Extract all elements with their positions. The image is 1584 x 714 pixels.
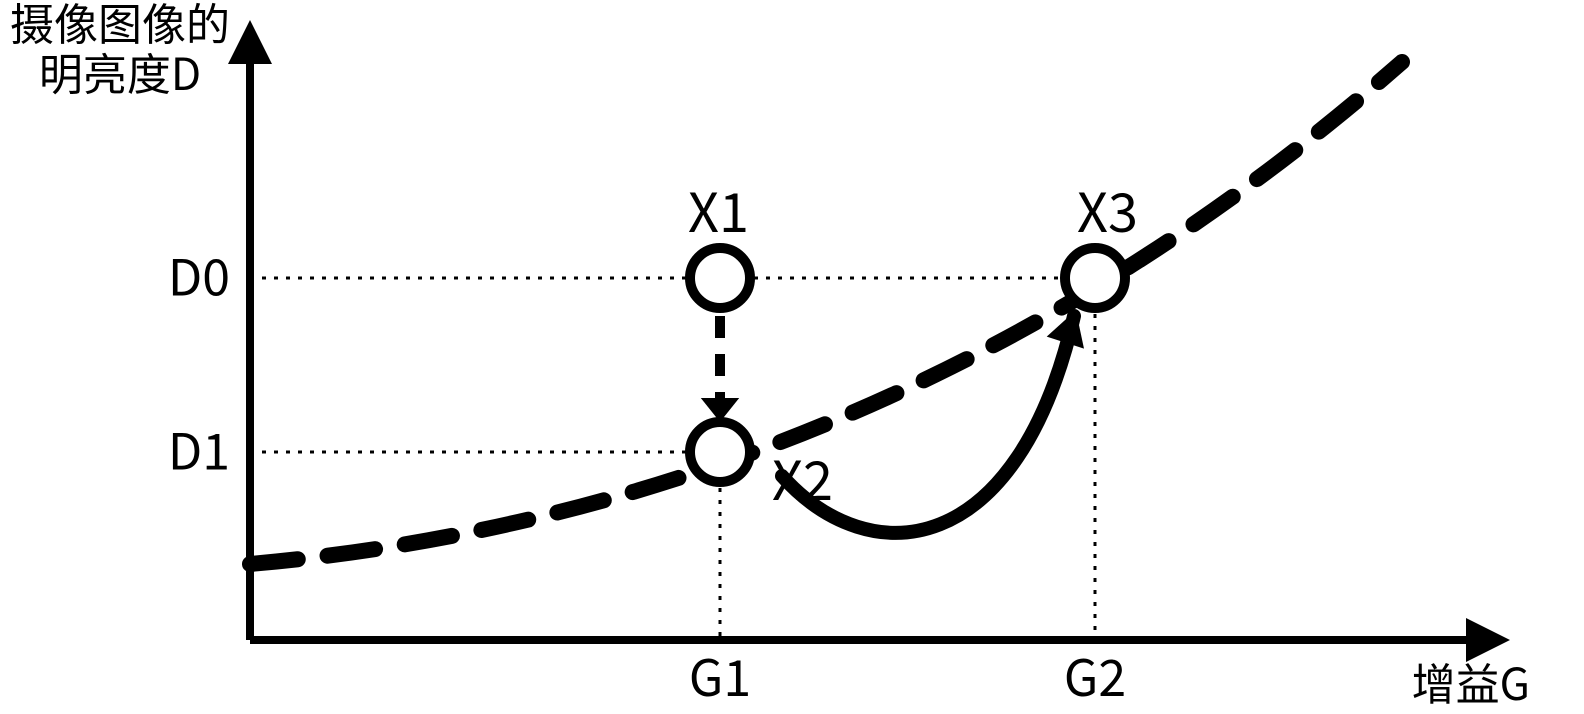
guide-lines bbox=[250, 278, 1095, 640]
x-axis-label: 增益G bbox=[1412, 649, 1530, 713]
down-arrow bbox=[701, 316, 739, 422]
point-label-x2: X2 bbox=[772, 437, 833, 516]
x-tick-labels: G1 G2 bbox=[689, 639, 1126, 711]
y-tick-d1: D1 bbox=[168, 413, 230, 485]
x-tick-g2: G2 bbox=[1064, 639, 1126, 711]
y-tick-labels: D0 D1 bbox=[168, 239, 230, 485]
gain-brightness-chart: X1X2X3 摄像图像的 明亮度D 增益G D0D1 G1G2 bbox=[0, 0, 1584, 714]
point-label-x1: X1 bbox=[688, 169, 749, 248]
y-tick-d0: D0 bbox=[168, 239, 230, 311]
point-x1 bbox=[690, 248, 750, 308]
point-x2 bbox=[690, 422, 750, 482]
point-x3 bbox=[1065, 248, 1125, 308]
axes bbox=[228, 20, 1510, 662]
y-axis-label-line2: 明亮度D bbox=[39, 39, 201, 103]
point-label-x3: X3 bbox=[1077, 169, 1138, 248]
x-tick-g1: G1 bbox=[689, 639, 751, 711]
y-axis-arrowhead-icon bbox=[228, 20, 272, 64]
